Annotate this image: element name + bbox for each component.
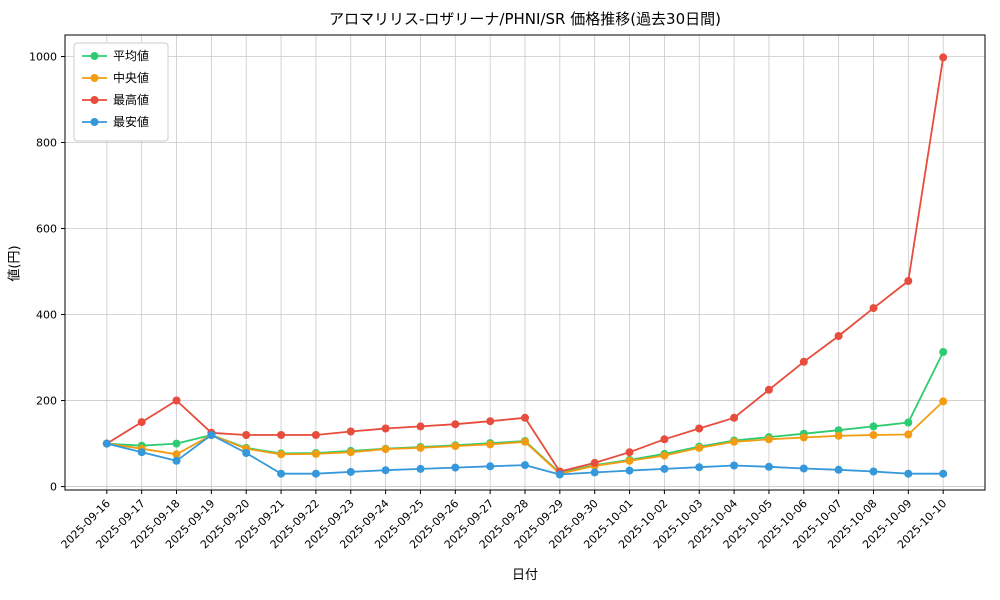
- data-point-marker: [311, 449, 320, 458]
- legend-box: [73, 42, 169, 142]
- data-point-marker: [939, 397, 948, 406]
- data-point-marker: [451, 442, 460, 451]
- data-point-marker: [311, 469, 320, 478]
- data-point-marker: [625, 456, 634, 465]
- data-point-marker: [869, 422, 878, 431]
- legend-marker: [90, 52, 99, 60]
- legend-label: 中央値: [113, 70, 149, 85]
- data-point-marker: [102, 439, 111, 448]
- data-point-marker: [799, 464, 808, 473]
- data-point-marker: [590, 458, 599, 467]
- legend-label: 最高値: [113, 92, 149, 107]
- data-point-marker: [764, 462, 773, 471]
- data-point-marker: [730, 413, 739, 422]
- data-point-marker: [730, 437, 739, 446]
- legend-marker: [90, 96, 99, 104]
- data-point-marker: [625, 448, 634, 457]
- data-point-marker: [834, 332, 843, 340]
- data-point-marker: [172, 396, 181, 405]
- data-point-marker: [381, 466, 390, 475]
- data-point-marker: [242, 449, 251, 457]
- y-tick-label: 0: [50, 480, 57, 493]
- data-point-marker: [869, 431, 878, 439]
- data-point-marker: [381, 424, 390, 433]
- legend-marker: [90, 74, 99, 82]
- y-tick-label: 200: [36, 394, 57, 407]
- x-axis-label: 日付: [511, 568, 538, 583]
- data-point-marker: [381, 445, 390, 454]
- data-point-marker: [277, 450, 286, 459]
- data-point-marker: [590, 468, 599, 477]
- data-point-marker: [660, 435, 669, 444]
- legend-marker: [90, 118, 99, 126]
- data-point-marker: [346, 448, 355, 457]
- data-point-marker: [660, 464, 669, 473]
- series-最安値: [102, 431, 948, 479]
- y-axis-label: 値(円): [7, 245, 23, 282]
- data-point-marker: [904, 418, 913, 427]
- series-中央値: [102, 397, 948, 478]
- data-point-marker: [346, 467, 355, 476]
- data-point-marker: [207, 431, 216, 439]
- data-point-marker: [764, 435, 773, 444]
- data-point-marker: [416, 422, 425, 431]
- data-point-marker: [311, 431, 320, 439]
- data-point-marker: [277, 431, 286, 439]
- data-point-marker: [346, 427, 355, 436]
- data-point-marker: [277, 469, 286, 478]
- data-point-marker: [172, 456, 181, 465]
- data-point-marker: [521, 461, 529, 470]
- data-point-marker: [172, 439, 181, 448]
- data-point-marker: [137, 418, 146, 427]
- data-point-marker: [869, 467, 878, 476]
- data-point-marker: [799, 433, 808, 442]
- grid: [65, 35, 985, 490]
- series-最高値: [102, 53, 948, 476]
- legend-label: 最安値: [113, 114, 149, 129]
- data-point-marker: [939, 348, 948, 356]
- chart-title: アロマリリス-ロザリーナ/PHNI/SR 価格推移(過去30日間): [329, 10, 721, 28]
- data-point-marker: [555, 470, 564, 479]
- data-point-marker: [486, 462, 495, 471]
- data-point-marker: [625, 466, 634, 475]
- data-point-marker: [904, 430, 913, 439]
- y-tick-label: 400: [36, 308, 57, 321]
- data-point-marker: [695, 424, 704, 433]
- data-point-marker: [486, 417, 495, 426]
- data-point-marker: [869, 304, 878, 313]
- data-point-marker: [451, 420, 460, 429]
- data-point-marker: [521, 437, 529, 446]
- data-point-marker: [834, 465, 843, 474]
- data-point-marker: [416, 464, 425, 473]
- data-point-marker: [660, 451, 669, 460]
- data-point-marker: [834, 431, 843, 440]
- data-point-marker: [939, 53, 948, 62]
- data-point-marker: [904, 277, 913, 285]
- data-point-marker: [521, 413, 529, 422]
- data-point-marker: [695, 463, 704, 472]
- legend-label: 平均値: [113, 48, 149, 63]
- data-point-marker: [834, 426, 843, 435]
- y-tick-label: 600: [36, 222, 57, 235]
- data-point-marker: [137, 448, 146, 457]
- data-point-marker: [451, 463, 460, 472]
- data-point-marker: [730, 461, 739, 470]
- data-point-marker: [486, 440, 495, 449]
- data-point-marker: [939, 469, 948, 478]
- y-tick-label: 1000: [29, 50, 57, 63]
- y-tick-label: 800: [36, 136, 57, 149]
- data-point-marker: [416, 443, 425, 452]
- data-point-marker: [172, 450, 181, 459]
- data-point-marker: [242, 431, 251, 439]
- data-point-marker: [695, 443, 704, 452]
- data-point-marker: [904, 469, 913, 478]
- data-point-marker: [799, 357, 808, 366]
- data-point-marker: [764, 385, 773, 394]
